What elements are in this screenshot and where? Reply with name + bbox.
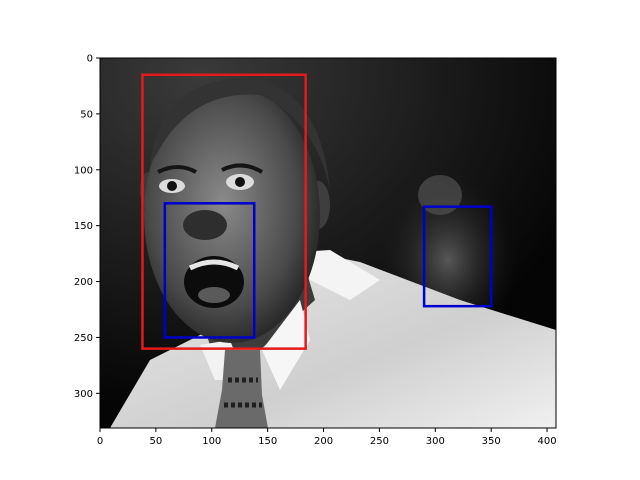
y-tick-label: 150 [74,221,93,232]
y-tick-label: 250 [74,333,93,344]
y-tick-label: 300 [74,389,93,400]
x-tick-label: 200 [314,436,333,447]
y-tick-label: 0 [87,54,93,65]
x-tick-label: 350 [482,436,501,447]
x-tick-label: 100 [202,436,221,447]
bounding-box-2 [163,202,256,339]
x-tick-label: 150 [258,436,277,447]
x-tick-label: 0 [97,436,103,447]
axes-frame [99,57,557,429]
bounding-box-1 [141,73,307,350]
y-tick-label: 50 [80,109,93,120]
x-tick-label: 50 [150,436,163,447]
x-tick-label: 250 [370,436,389,447]
x-tick-label: 400 [538,436,557,447]
x-axis: 0 50 100 150 200 250 300 350 400 [97,428,557,447]
y-axis: 0 50 100 150 200 250 300 [74,54,100,400]
x-tick-label: 300 [426,436,445,447]
y-tick-label: 100 [74,165,93,176]
bounding-boxes [141,73,493,350]
photo-image [100,58,556,428]
bounding-box-3 [422,205,493,308]
y-tick-label: 200 [74,277,93,288]
